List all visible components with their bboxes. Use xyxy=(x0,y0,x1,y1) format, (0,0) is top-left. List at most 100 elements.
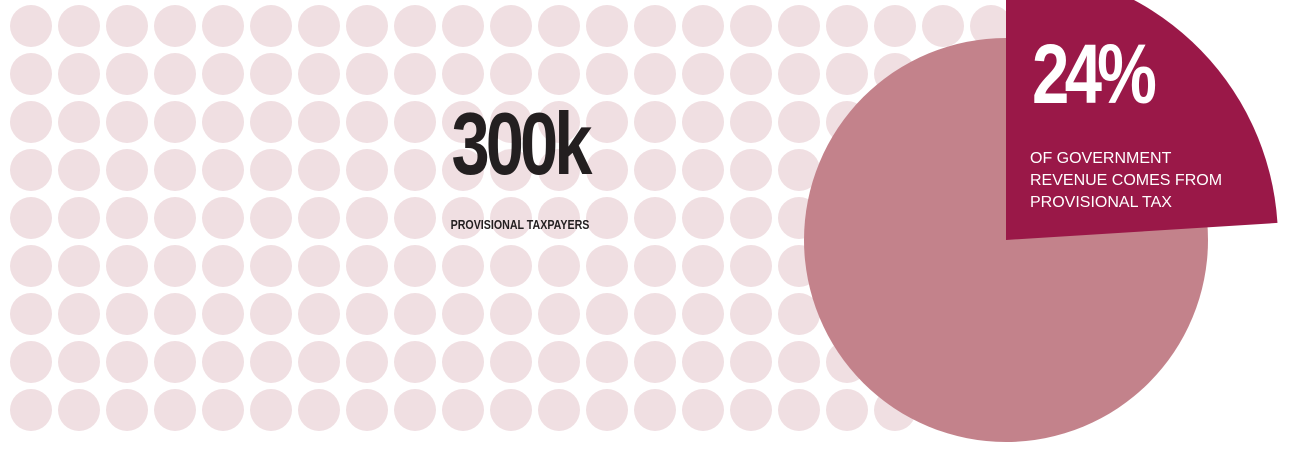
background-dot xyxy=(10,197,52,239)
background-dot xyxy=(826,5,868,47)
background-dot xyxy=(202,5,244,47)
background-dot xyxy=(730,53,772,95)
revenue-share-value: 24% xyxy=(1032,27,1157,121)
background-dot xyxy=(10,245,52,287)
background-dot xyxy=(10,293,52,335)
background-dot xyxy=(586,245,628,287)
background-dot xyxy=(682,389,724,431)
background-dot xyxy=(10,389,52,431)
background-dot xyxy=(394,341,436,383)
background-dot xyxy=(442,53,484,95)
background-dot xyxy=(682,197,724,239)
background-dot xyxy=(778,53,820,95)
background-dot xyxy=(922,5,964,47)
background-dot xyxy=(58,53,100,95)
background-dot xyxy=(538,149,580,191)
background-dot xyxy=(250,341,292,383)
background-dot xyxy=(538,341,580,383)
background-dot xyxy=(826,53,868,95)
background-dot xyxy=(586,389,628,431)
background-dot xyxy=(250,245,292,287)
background-dot xyxy=(538,389,580,431)
background-dot xyxy=(490,197,532,239)
background-dot xyxy=(298,149,340,191)
background-dot xyxy=(106,5,148,47)
background-dot xyxy=(394,389,436,431)
background-dot xyxy=(154,341,196,383)
background-dot xyxy=(154,5,196,47)
background-dot xyxy=(970,5,1012,47)
background-dot xyxy=(10,101,52,143)
background-dot xyxy=(106,197,148,239)
revenue-share-caption-line: PROVISIONAL TAX xyxy=(1030,194,1172,211)
background-dot xyxy=(826,389,868,431)
background-dot xyxy=(634,197,676,239)
background-dot xyxy=(442,341,484,383)
background-dot xyxy=(586,293,628,335)
background-dot xyxy=(394,149,436,191)
background-dot xyxy=(730,389,772,431)
background-dot xyxy=(154,149,196,191)
background-dot xyxy=(298,245,340,287)
background-dot xyxy=(346,101,388,143)
background-dot xyxy=(874,5,916,47)
background-dot xyxy=(442,101,484,143)
background-dot xyxy=(298,389,340,431)
background-dot xyxy=(58,389,100,431)
background-dot xyxy=(250,53,292,95)
background-dot xyxy=(154,389,196,431)
background-dot xyxy=(154,293,196,335)
background-dot xyxy=(394,101,436,143)
background-dot xyxy=(490,101,532,143)
background-dot xyxy=(682,245,724,287)
background-dot xyxy=(490,245,532,287)
background-dot xyxy=(154,101,196,143)
background-dot xyxy=(58,197,100,239)
background-dot xyxy=(346,5,388,47)
background-dot xyxy=(634,53,676,95)
background-dot xyxy=(58,245,100,287)
revenue-share-caption-line: REVENUE COMES FROM xyxy=(1030,172,1223,189)
background-dot xyxy=(442,245,484,287)
background-dot xyxy=(730,293,772,335)
background-dot xyxy=(394,5,436,47)
background-dot xyxy=(634,101,676,143)
background-dot xyxy=(346,341,388,383)
background-dot xyxy=(490,341,532,383)
background-dot xyxy=(154,197,196,239)
background-dot xyxy=(394,53,436,95)
background-dot xyxy=(730,245,772,287)
taxpayers-caption: PROVISIONAL TAXPAYERS xyxy=(450,217,590,232)
background-dot xyxy=(778,341,820,383)
background-dot xyxy=(298,101,340,143)
background-dot xyxy=(250,5,292,47)
background-dot xyxy=(538,53,580,95)
background-dot xyxy=(538,5,580,47)
background-dot xyxy=(298,5,340,47)
background-dot xyxy=(10,53,52,95)
background-dot xyxy=(58,5,100,47)
background-dot xyxy=(778,149,820,191)
background-dot xyxy=(682,5,724,47)
revenue-share-caption-line: OF GOVERNMENT xyxy=(1030,150,1172,167)
background-dot xyxy=(634,245,676,287)
background-dot xyxy=(490,149,532,191)
background-dot xyxy=(58,293,100,335)
background-dot xyxy=(778,101,820,143)
background-dot xyxy=(682,293,724,335)
background-dot xyxy=(58,101,100,143)
background-dot xyxy=(106,149,148,191)
background-dot xyxy=(202,101,244,143)
background-dot xyxy=(586,149,628,191)
background-dot xyxy=(202,245,244,287)
background-dot xyxy=(250,389,292,431)
background-dot xyxy=(682,149,724,191)
background-dot xyxy=(442,149,484,191)
background-dot xyxy=(202,389,244,431)
background-dot xyxy=(634,5,676,47)
background-dot xyxy=(586,53,628,95)
background-dot xyxy=(394,245,436,287)
background-dot xyxy=(586,5,628,47)
